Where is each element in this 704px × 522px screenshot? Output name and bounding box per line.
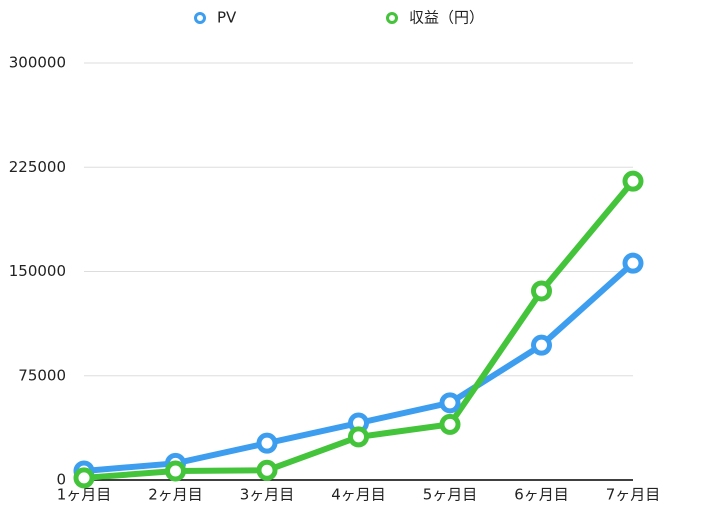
point <box>439 413 461 435</box>
legend-marker <box>386 12 398 24</box>
point <box>73 467 95 489</box>
point <box>256 459 278 481</box>
point <box>348 426 369 448</box>
point <box>256 432 278 454</box>
point <box>531 334 552 356</box>
x-tick-label: 6ヶ月目 <box>514 486 569 504</box>
legend-label: 収益（円） <box>409 9 484 27</box>
y-tick-label: 75000 <box>18 366 66 384</box>
legend-label: PV <box>217 9 237 27</box>
x-tick-label: 1ヶ月目 <box>57 486 112 504</box>
x-tick-label: 7ヶ月目 <box>606 486 661 504</box>
x-tick-label: 3ヶ月目 <box>240 486 295 504</box>
point <box>622 252 644 274</box>
point <box>439 392 461 414</box>
point <box>622 170 644 192</box>
x-tick-label: 2ヶ月目 <box>148 486 203 504</box>
legend-marker <box>194 12 206 24</box>
x-tick-label: 4ヶ月目 <box>331 486 386 504</box>
x-tick-label: 5ヶ月目 <box>423 486 478 504</box>
y-tick-label: 150000 <box>9 262 66 280</box>
point <box>165 460 186 482</box>
point <box>531 280 552 302</box>
y-tick-label: 0 <box>56 471 66 489</box>
y-tick-label: 300000 <box>9 54 66 72</box>
y-tick-label: 225000 <box>9 158 66 176</box>
